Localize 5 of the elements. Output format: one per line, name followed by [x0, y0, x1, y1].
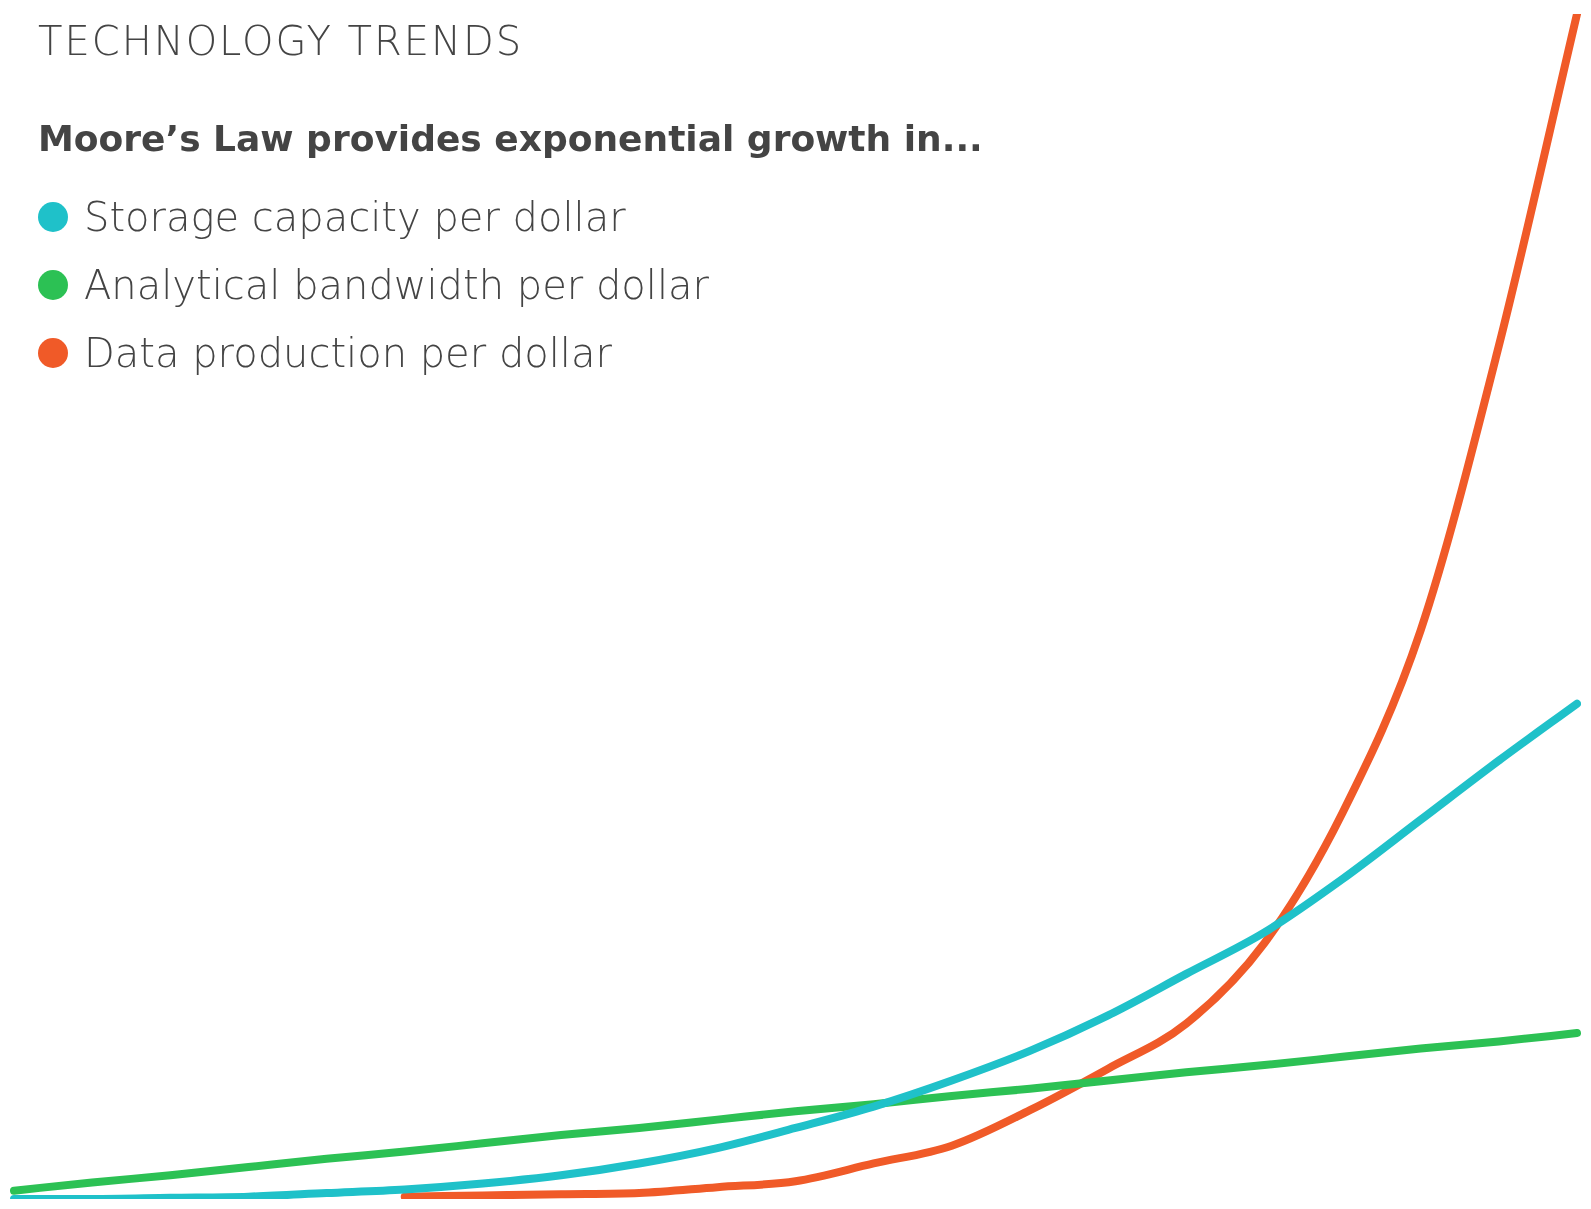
legend-label: Storage capacity per dollar	[84, 194, 626, 240]
legend-label: Data production per dollar	[84, 330, 612, 376]
text: Moore’s Law provides exponential growth in...	[38, 118, 983, 159]
legend-label: Analytical bandwidth per dollar	[84, 262, 709, 308]
chart-title: TECHNOLOGY TRENDS	[38, 18, 524, 64]
